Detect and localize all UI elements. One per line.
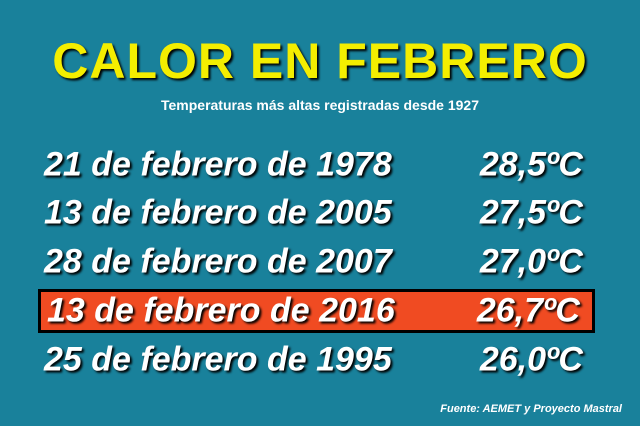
title: CALOR EN FEBRERO	[52, 33, 588, 89]
record-temperature: 26,7ºC	[476, 291, 580, 330]
record-temperature: 27,0ºC	[479, 242, 583, 281]
highlighted-record-row: 13 de febrero de 2016 26,7ºC	[38, 289, 595, 333]
record-date: 21 de febrero de 1978	[44, 145, 392, 184]
record-row: 13 de febrero de 2005 27,5ºC	[38, 191, 595, 235]
record-temperature: 27,5ºC	[479, 193, 583, 232]
record-row: 21 de febrero de 1978 28,5ºC	[38, 143, 595, 187]
record-row: 25 de febrero de 1995 26,0ºC	[38, 338, 595, 382]
record-date: 13 de febrero de 2005	[44, 193, 392, 232]
record-date: 25 de febrero de 1995	[44, 340, 392, 379]
record-date: 13 de febrero de 2016	[47, 291, 395, 330]
record-row: 28 de febrero de 2007 27,0ºC	[38, 240, 595, 284]
subtitle: Temperaturas más altas registradas desde…	[160, 97, 480, 113]
record-temperature: 28,5ºC	[479, 145, 583, 184]
record-temperature: 26,0ºC	[479, 340, 583, 379]
record-date: 28 de febrero de 2007	[44, 242, 392, 281]
source-note: Fuente: AEMET y Proyecto Mastral	[440, 403, 622, 415]
